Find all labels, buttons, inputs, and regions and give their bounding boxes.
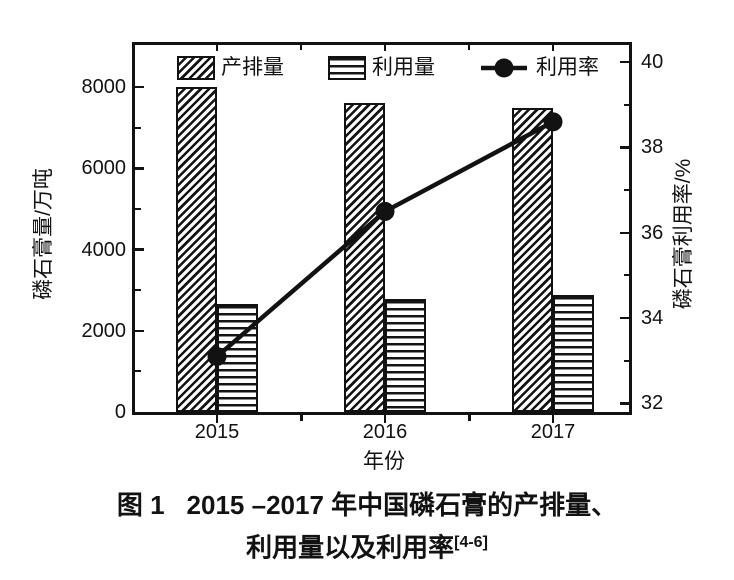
xtick-bottom-major <box>551 415 555 423</box>
ytick-label-right: 38 <box>641 136 664 159</box>
xtick-top-major <box>551 45 555 51</box>
ytick-right-minor <box>623 189 629 192</box>
chart-area: 产排量 利用量 利用率 0 2000 4000 6000 8000 32 34 36 38 40 2… <box>32 42 695 473</box>
ytick-label-left: 2000 <box>81 319 127 342</box>
x-axis-title: 年份 <box>363 450 405 473</box>
caption-title-part2: 利用量以及利用率 <box>246 532 455 563</box>
xtick-top-minor <box>300 45 302 50</box>
xtick-bottom-major <box>383 415 387 423</box>
xtick-label: 2017 <box>530 421 576 443</box>
ytick-label-right: 40 <box>641 51 664 74</box>
figure-caption: 图 1 2015 –2017 年中国磷石膏的产排量、 利用量以及利用率[4-6] <box>0 486 734 567</box>
ytick-left-minor <box>135 126 141 129</box>
utilization-bar-2016 <box>385 299 426 412</box>
ytick-right-major <box>620 316 629 320</box>
figure-number: 图 1 <box>116 490 165 520</box>
ytick-label-right: 34 <box>641 307 664 330</box>
utilization-bar-2017 <box>553 294 594 412</box>
xtick-label: 2016 <box>362 421 408 443</box>
caption-title-part1: 2015 –2017 年中国磷石膏的产排量、 <box>186 490 618 520</box>
legend-label-production: 产排量 <box>221 56 284 79</box>
ytick-left-major <box>135 85 144 89</box>
production-bar-2015 <box>176 87 217 412</box>
legend-label-utilization: 利用量 <box>372 56 435 79</box>
ytick-right-minor <box>623 359 629 362</box>
caption-line-2: 利用量以及利用率[4-6] <box>0 524 734 567</box>
caption-line-1: 图 1 2015 –2017 年中国磷石膏的产排量、 <box>0 486 734 524</box>
ytick-left-major <box>135 167 144 170</box>
y-axis-title-right: 磷石膏利用率/% <box>672 158 695 310</box>
ytick-right-minor <box>623 103 629 106</box>
ytick-label-left: 4000 <box>81 238 127 261</box>
xtick-top-major <box>215 45 219 51</box>
legend-swatch-utilization <box>328 56 366 80</box>
production-bar-2017 <box>512 107 553 412</box>
xtick-bottom-minor <box>468 415 471 421</box>
ytick-right-major <box>620 231 629 235</box>
ytick-left-major <box>135 329 144 333</box>
xtick-bottom-major <box>215 415 219 423</box>
utilization-bar-2015 <box>217 304 258 412</box>
ytick-label-left: 0 <box>114 401 126 423</box>
ytick-left-minor <box>135 289 141 292</box>
xtick-label: 2015 <box>194 421 240 443</box>
ytick-left-minor <box>135 208 141 210</box>
ytick-left-major <box>135 248 144 251</box>
plot-frame: 产排量 利用量 利用率 <box>132 42 632 415</box>
ytick-right-major <box>620 60 629 64</box>
ytick-label-right: 32 <box>641 392 664 415</box>
ytick-label-left: 6000 <box>81 157 127 180</box>
xtick-top-major <box>383 45 387 51</box>
legend-swatch-production <box>177 56 215 80</box>
ytick-right-minor <box>623 274 629 277</box>
production-bar-2016 <box>344 103 385 412</box>
caption-reference: [4-6] <box>454 534 488 551</box>
xtick-bottom-minor <box>300 415 303 421</box>
ytick-left-minor <box>135 370 141 373</box>
ytick-label-left: 8000 <box>81 76 127 99</box>
ytick-right-major <box>620 146 629 149</box>
xtick-top-minor <box>468 45 470 50</box>
legend-label-rate: 利用率 <box>536 56 599 79</box>
ytick-right-major <box>620 402 629 405</box>
ytick-label-right: 36 <box>641 221 664 244</box>
y-axis-title-left: 磷石膏量/万吨 <box>32 168 55 300</box>
legend-marker-rate <box>481 58 527 78</box>
